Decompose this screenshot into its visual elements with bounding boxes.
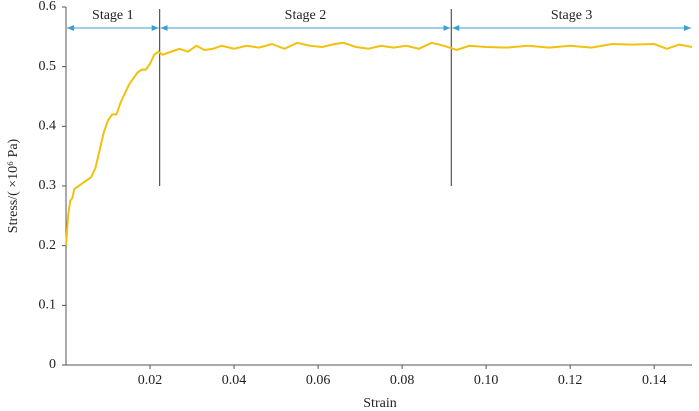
stage-label: Stage 2 — [285, 8, 327, 23]
y-axis-label: Stress/( ×10⁶ Pa) — [6, 138, 21, 233]
stage-label: Stage 3 — [551, 8, 593, 23]
line-series — [65, 41, 693, 246]
x-tick-label: 0.06 — [306, 373, 331, 388]
y-tick-label: 0.1 — [39, 298, 57, 313]
x-axis-label: Strain — [363, 396, 396, 411]
x-tick-label: 0.10 — [474, 373, 499, 388]
x-tick-label: 0.02 — [138, 373, 163, 388]
y-tick-label: 0.5 — [39, 59, 57, 74]
y-tick-label: 0.2 — [39, 238, 57, 253]
x-tick-label: 0.04 — [222, 373, 247, 388]
y-tick-label: 0.6 — [39, 0, 57, 14]
y-tick-label: 0 — [49, 357, 56, 372]
x-tick-label: 0.14 — [642, 373, 667, 388]
y-tick-label: 0.3 — [39, 178, 57, 193]
x-tick-label: 0.08 — [390, 373, 415, 388]
x-tick-label: 0.12 — [558, 373, 583, 388]
stage-label: Stage 1 — [92, 8, 134, 23]
y-tick-label: 0.4 — [39, 119, 57, 134]
